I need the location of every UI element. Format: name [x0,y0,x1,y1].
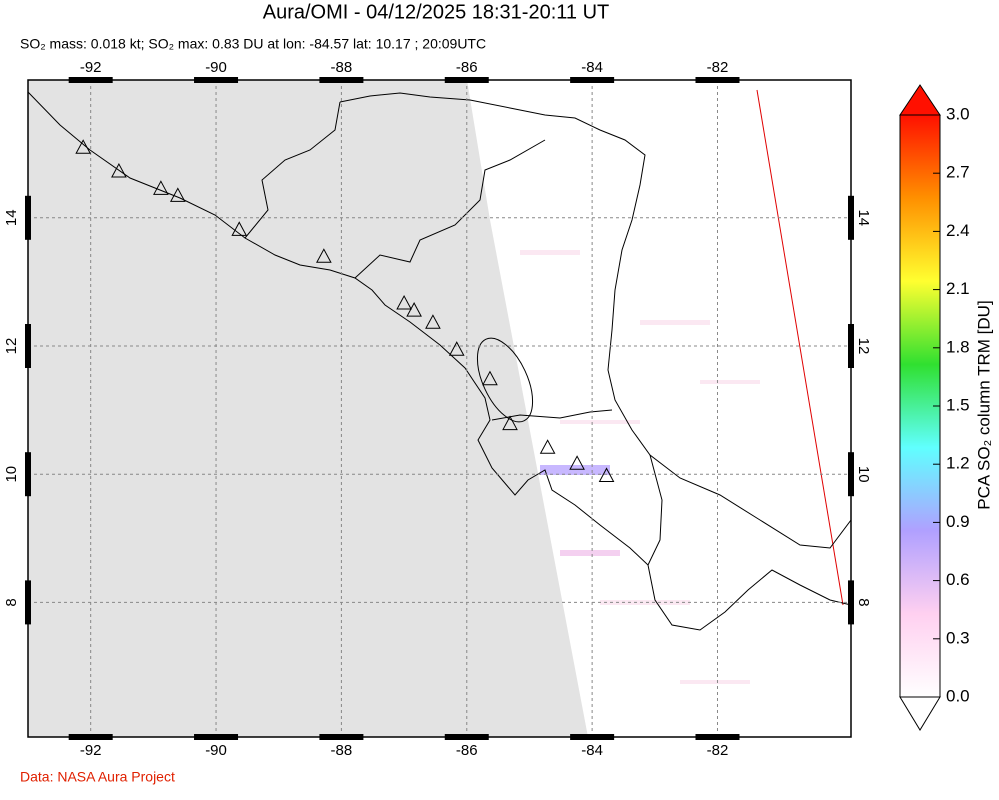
footer: Data: NASA Aura Project [20,769,175,785]
volcano [169,187,186,202]
volcano [316,248,332,263]
x-tick-label: -84 [581,742,603,759]
volcano [425,314,441,329]
x-tick-label: -88 [331,59,353,76]
tick-bar [848,580,854,625]
y-tick-label: 14 [855,209,872,226]
x-tick-label: -82 [707,59,729,76]
y-tick-label: 8 [3,598,20,606]
no-data-region [28,80,588,737]
colorbar-tick-label: 1.2 [946,454,970,473]
swath-edge [756,89,844,606]
y-tick-label: 12 [3,338,20,355]
tick-bar [444,734,489,740]
colorbar: PCA SO₂ column TRM [DU] 0.0 0.3 0.6 0.9 1.2 1… [899,84,993,731]
tick-bar [319,734,364,740]
volcano [111,162,127,178]
tick-bar [570,77,615,83]
map-area [28,80,851,737]
y-tick-label: 12 [855,338,872,355]
volcano [153,180,169,195]
volcano [539,439,556,454]
swath-stripes [520,250,760,684]
x-tick-label: -84 [581,59,603,76]
volcano [231,221,248,236]
tick-bar [68,77,113,83]
tick-bar [319,77,364,83]
tick-bar [194,77,239,83]
colorbar-tick-label: 3.0 [946,104,970,123]
colorbar-min-arrow [899,696,941,731]
x-tick-label: -88 [331,742,353,759]
colorbar-tick-label: 0.6 [946,570,970,589]
y-tick-label: 8 [855,598,872,606]
caribbean-coastline [339,92,851,549]
x-tick-label: -90 [205,742,227,759]
x-tick-label: -90 [205,59,227,76]
tick-bar [68,734,113,740]
borders [244,101,341,239]
borders [354,139,546,279]
tick-bar [695,77,740,83]
volcano [448,341,465,356]
volcano [502,415,518,431]
tick-bar [848,195,854,240]
volcano [482,370,498,386]
tick-bar [570,734,615,740]
tick-bar [848,452,854,497]
tick-bar [444,77,489,83]
tick-bar [695,734,740,740]
x-tick-label: -92 [80,59,102,76]
volcano [396,295,412,310]
tick-bar [25,452,31,497]
x-tick-label: -86 [456,59,478,76]
volcano [406,302,422,317]
x-tick-label: -86 [456,742,478,759]
borders [647,454,663,566]
colorbar-tick-label: 2.1 [946,279,970,298]
colorbar-tick-label: 0.3 [946,628,970,647]
subtitle: SO₂ mass: 0.018 kt; SO₂ max: 0.83 DU at … [20,36,486,52]
colorbar-tick-label: 0.0 [946,686,970,705]
volcano [598,467,615,482]
tick-bar [848,324,854,369]
volcano [75,139,91,154]
tick-bar [25,195,31,240]
colorbar-tick-label: 2.7 [946,163,970,182]
borders [491,409,613,421]
tick-bar [194,734,239,740]
y-tick-label: 10 [855,466,872,483]
lake-nicaragua [476,337,534,423]
colorbar-max-arrow [899,84,941,116]
colorbar-tick-label: 2.4 [946,221,970,240]
tick-bar [25,324,31,369]
tick-bar [25,580,31,625]
y-tick-label: 14 [3,209,20,226]
title: Aura/OMI - 04/12/2025 18:31-20:11 UT [263,1,610,23]
colorbar-tick-label: 1.8 [946,337,970,356]
y-tick-label: 10 [3,466,20,483]
map-frame [27,79,852,738]
colorbar-label: PCA SO₂ column TRM [DU] [974,300,993,509]
colorbar-tick-label: 1.5 [946,395,970,414]
colorbar-tick-label: 0.9 [946,512,970,531]
x-tick-label: -92 [80,742,102,759]
x-tick-label: -82 [707,742,729,759]
volcano [569,455,585,470]
